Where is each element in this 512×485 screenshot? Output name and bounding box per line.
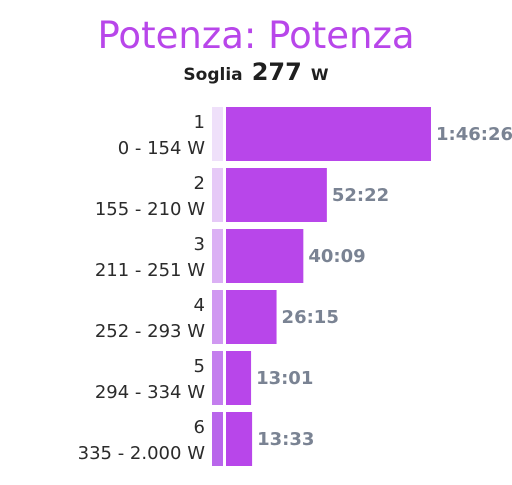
zone-number: 1 xyxy=(194,112,205,133)
duration-label: 1:46:26 xyxy=(436,124,512,145)
zone-range: 294 - 334 W xyxy=(95,382,205,403)
zone-strip xyxy=(212,229,223,283)
threshold-label: Soglia xyxy=(183,65,243,85)
bar xyxy=(226,412,253,466)
zone-number: 5 xyxy=(194,356,205,377)
threshold-value: 277 xyxy=(251,58,302,86)
zone-number: 4 xyxy=(194,295,205,316)
bar xyxy=(226,107,431,161)
zone-number: 2 xyxy=(194,173,205,194)
chart-title: Potenza: Potenza xyxy=(97,14,415,57)
threshold-line: Soglia 277 W xyxy=(0,58,512,86)
bar xyxy=(226,229,304,283)
zone-number: 6 xyxy=(194,417,205,438)
threshold-unit: W xyxy=(310,65,329,84)
duration-label: 40:09 xyxy=(308,246,365,267)
zone-range: 0 - 154 W xyxy=(118,138,205,159)
duration-label: 52:22 xyxy=(332,185,389,206)
bar xyxy=(226,351,252,405)
bar xyxy=(226,290,277,344)
zone-strip xyxy=(212,412,223,466)
zone-range: 155 - 210 W xyxy=(95,199,205,220)
duration-label: 26:15 xyxy=(282,307,339,328)
duration-label: 13:01 xyxy=(256,368,313,389)
zone-strip xyxy=(212,290,223,344)
zone-strip xyxy=(212,351,223,405)
zone-range: 252 - 293 W xyxy=(95,321,205,342)
zone-strip xyxy=(212,168,223,222)
zone-range: 211 - 251 W xyxy=(95,260,205,281)
zone-range: 335 - 2.000 W xyxy=(78,443,206,464)
duration-label: 13:33 xyxy=(257,429,314,450)
zone-number: 3 xyxy=(194,234,205,255)
zone-strip xyxy=(212,107,223,161)
bar xyxy=(226,168,327,222)
